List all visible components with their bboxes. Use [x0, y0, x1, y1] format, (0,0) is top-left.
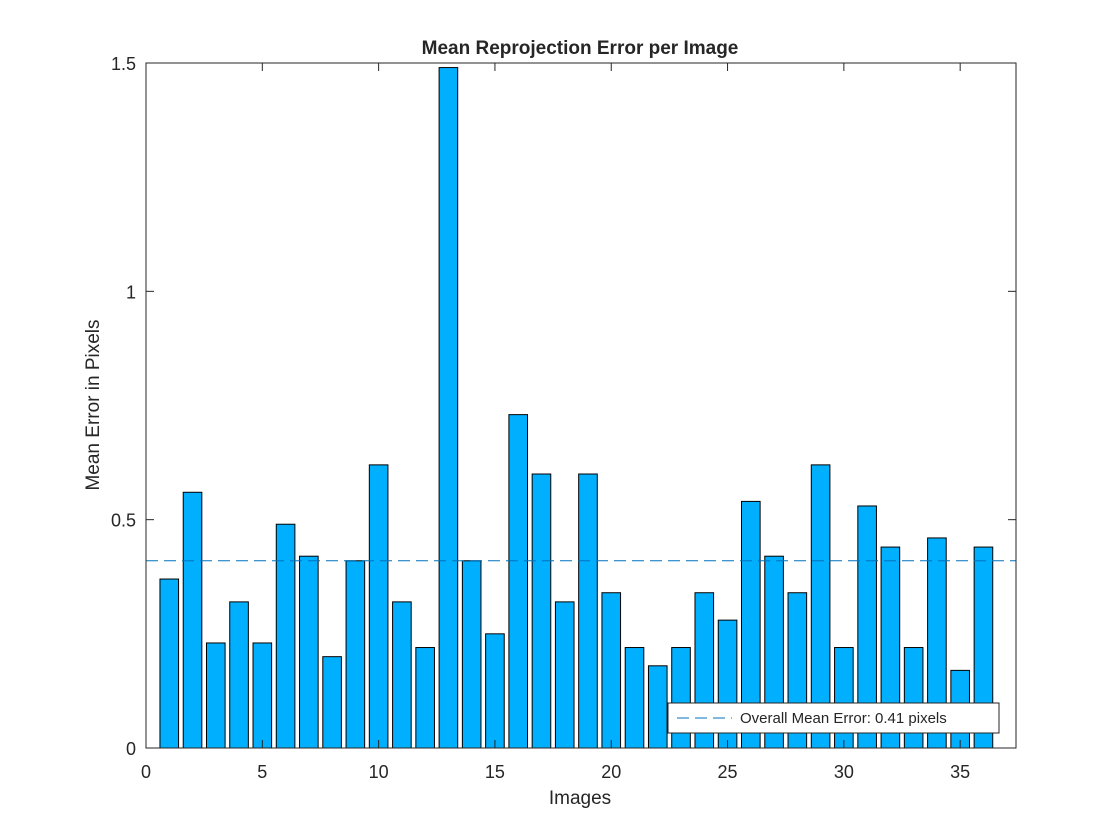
y-tick-label: 0 [126, 739, 136, 759]
x-tick-label: 0 [141, 762, 151, 782]
bar-image-9 [345, 560, 366, 749]
x-tick-label: 35 [950, 762, 970, 782]
bar-image-20 [601, 592, 622, 749]
x-tick-label: 5 [257, 762, 267, 782]
x-tick-label: 15 [485, 762, 505, 782]
bar-image-14 [461, 560, 482, 749]
bar-image-7 [299, 555, 319, 749]
x-axis: 0 5 10 15 20 25 30 35 [141, 63, 970, 782]
y-tick-label: 1 [126, 282, 136, 302]
bar-image-4 [229, 601, 249, 749]
bar-image-2 [182, 491, 203, 749]
x-tick-label: 10 [369, 762, 389, 782]
bar-image-5 [252, 642, 273, 749]
x-axis-label: Images [549, 788, 611, 809]
bar-image-1 [159, 578, 180, 749]
chart-title: Mean Reprojection Error per Image [422, 38, 739, 59]
bar-image-6 [275, 523, 296, 749]
x-tick-label: 30 [834, 762, 854, 782]
bar-image-11 [392, 601, 412, 749]
bar-image-8 [322, 656, 342, 749]
plot-area-frame [145, 62, 1017, 749]
y-axis: 0 0.5 1 1.5 [111, 54, 1016, 759]
x-tick-label: 25 [718, 762, 738, 782]
bars-group [159, 67, 994, 749]
legend: Overall Mean Error: 0.41 pixels [667, 702, 1000, 734]
y-tick-label: 0.5 [111, 511, 136, 531]
bar-image-13 [438, 67, 459, 749]
legend-entry-mean: Overall Mean Error: 0.41 pixels [740, 710, 947, 727]
bar-image-12 [415, 647, 435, 749]
bar-image-15 [485, 633, 505, 749]
x-tick-label: 20 [601, 762, 621, 782]
bar-image-17 [531, 473, 552, 749]
bar-image-19 [578, 473, 598, 749]
y-tick-label: 1.5 [111, 54, 136, 74]
y-axis-label: Mean Error in Pixels [83, 319, 104, 490]
bar-image-22 [647, 665, 668, 749]
bar-image-3 [205, 642, 226, 749]
bar-image-18 [554, 601, 575, 749]
bar-image-10 [368, 464, 389, 749]
bar-image-16 [508, 414, 529, 749]
bar-image-21 [624, 647, 645, 749]
